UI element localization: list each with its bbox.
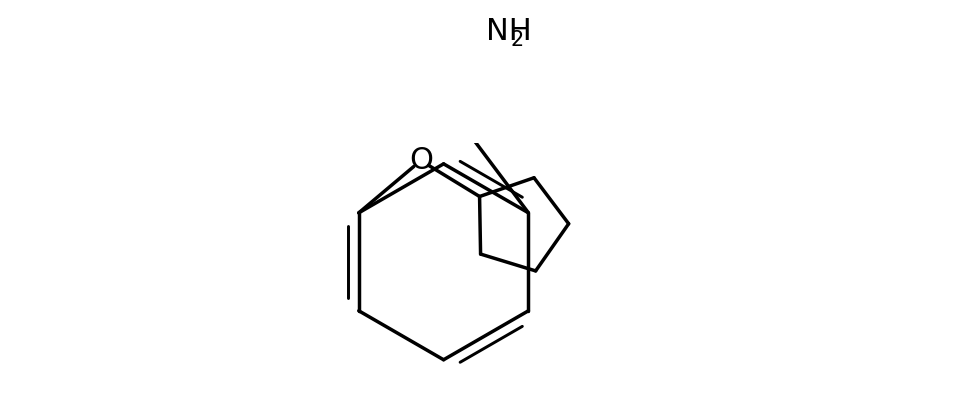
Text: O: O [409,146,432,175]
Text: NH: NH [486,17,532,46]
Polygon shape [469,69,489,134]
Text: 2: 2 [510,30,524,49]
